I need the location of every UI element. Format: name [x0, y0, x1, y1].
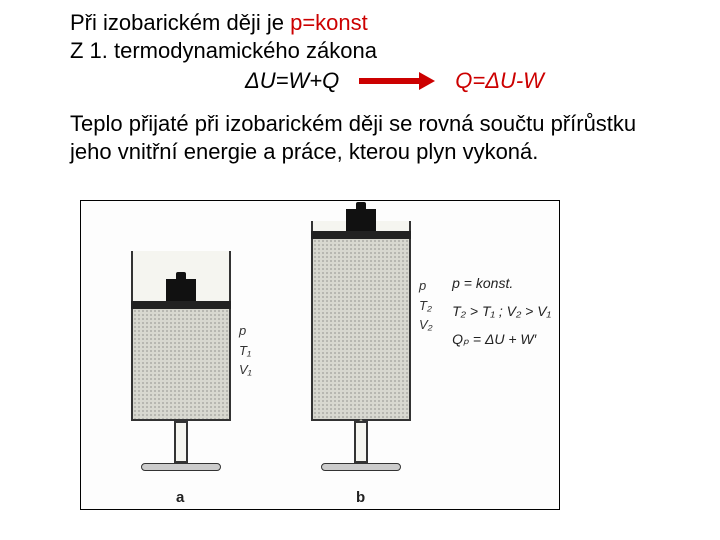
gas-a	[133, 309, 229, 419]
side-eq-3: Qₚ = ΔU + W′	[452, 325, 551, 353]
label-a-p: p	[239, 321, 252, 341]
label-b-v: V₂	[419, 315, 433, 335]
panel-letter-b: b	[356, 489, 365, 506]
weight-b	[346, 209, 376, 231]
base-b	[321, 463, 401, 471]
equation-2: Q=ΔU-W	[455, 68, 544, 94]
label-a-t: T₁	[239, 341, 252, 361]
arrow-icon	[359, 72, 435, 90]
labels-b: p T₂ V₂	[419, 276, 433, 335]
heading-line-1: Při izobarickém ději je p=konst	[70, 10, 650, 36]
label-a-v: V₁	[239, 360, 252, 380]
cylinder-a	[131, 251, 231, 421]
side-equations: p = konst. T₂ > T₁ ; V₂ > V₁ Qₚ = ΔU + W…	[452, 269, 551, 353]
gas-b	[313, 239, 409, 419]
label-b-t: T₂	[419, 296, 433, 316]
cylinder-b	[311, 221, 411, 421]
panel-letter-a: a	[176, 489, 184, 506]
weight-a	[166, 279, 196, 301]
base-a	[141, 463, 221, 471]
line1-pre: Při izobarickém ději je	[70, 10, 290, 35]
stand-b	[354, 421, 368, 463]
piston-a	[131, 301, 231, 309]
heading-line-2: Z 1. termodynamického zákona	[70, 38, 650, 64]
label-b-p: p	[419, 276, 433, 296]
piston-b	[311, 231, 411, 239]
labels-a: p T₁ V₁	[239, 321, 252, 380]
side-eq-1: p = konst.	[452, 269, 551, 297]
stand-a	[174, 421, 188, 463]
equation-1: ΔU=W+Q	[245, 68, 339, 94]
diagram-figure: p T₁ V₁ a p T₂ V₂ b p = konst. T₂ > T₁ ;…	[80, 200, 560, 510]
equation-row: ΔU=W+Q Q=ΔU-W	[70, 68, 650, 94]
paragraph: Teplo přijaté při izobarickém ději se ro…	[70, 110, 650, 165]
line1-red: p=konst	[290, 10, 368, 35]
side-eq-2: T₂ > T₁ ; V₂ > V₁	[452, 297, 551, 325]
